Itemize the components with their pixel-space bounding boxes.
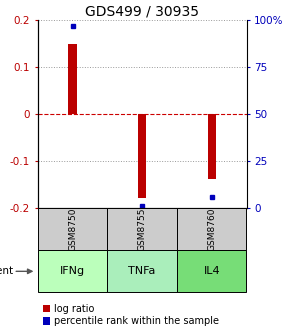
Bar — [177, 208, 246, 250]
Text: IL4: IL4 — [203, 266, 220, 276]
Bar — [107, 250, 177, 292]
Bar — [68, 44, 77, 114]
Text: IFNg: IFNg — [60, 266, 85, 276]
Text: GSM8755: GSM8755 — [137, 208, 147, 251]
Text: GSM8750: GSM8750 — [68, 208, 77, 251]
Bar — [38, 208, 107, 250]
Bar — [138, 114, 146, 198]
Text: TNFa: TNFa — [128, 266, 156, 276]
Bar — [208, 114, 216, 179]
Text: agent: agent — [0, 266, 13, 276]
Bar — [107, 208, 177, 250]
Legend: log ratio, percentile rank within the sample: log ratio, percentile rank within the sa… — [43, 304, 219, 326]
Text: GSM8760: GSM8760 — [207, 208, 216, 251]
Title: GDS499 / 30935: GDS499 / 30935 — [85, 5, 199, 19]
Bar — [38, 250, 107, 292]
Bar — [177, 250, 246, 292]
